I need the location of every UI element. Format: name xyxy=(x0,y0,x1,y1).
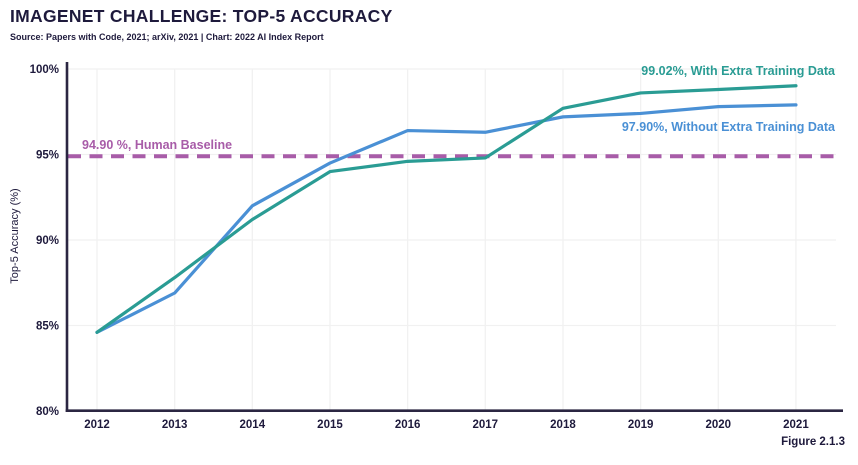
x-tick-label: 2021 xyxy=(783,419,809,431)
x-tick-label: 2014 xyxy=(240,419,266,431)
annotation-without-extra: 97.90%, Without Extra Training Data xyxy=(622,120,836,134)
y-tick-label: 85% xyxy=(36,321,59,333)
x-tick-labels: 2012 2013 2014 2015 2016 2017 2018 2019 2020 2021 xyxy=(84,419,809,431)
x-tick-label: 2019 xyxy=(628,419,654,431)
x-tick-label: 2015 xyxy=(317,419,343,431)
figure-number: Figure 2.1.3 xyxy=(781,436,845,448)
chart-title: IMAGENET CHALLENGE: TOP-5 ACCURACY xyxy=(10,6,393,26)
chart-source-line: Source: Papers with Code, 2021; arXiv, 2… xyxy=(10,32,324,42)
x-tick-label: 2017 xyxy=(473,419,499,431)
chart-header: IMAGENET CHALLENGE: TOP-5 ACCURACY Sourc… xyxy=(10,6,393,42)
x-tick-label: 2016 xyxy=(395,419,421,431)
y-tick-label: 90% xyxy=(36,235,59,247)
y-tick-label: 100% xyxy=(30,64,59,76)
y-tick-labels: 80% 85% 90% 95% 100% xyxy=(30,64,59,418)
series-line-with-extra xyxy=(95,84,798,334)
x-tick-label: 2018 xyxy=(550,419,576,431)
annotation-with-extra: 99.02%, With Extra Training Data xyxy=(641,64,836,78)
x-tick-label: 2013 xyxy=(162,419,188,431)
x-tick-label: 2020 xyxy=(705,419,731,431)
y-axis-title: Top-5 Accuracy (%) xyxy=(9,188,21,283)
annotation-human-baseline: 94.90 %, Human Baseline xyxy=(82,138,232,152)
y-tick-label: 95% xyxy=(36,150,59,162)
y-tick-label: 80% xyxy=(36,406,59,418)
x-tick-label: 2012 xyxy=(84,419,110,431)
